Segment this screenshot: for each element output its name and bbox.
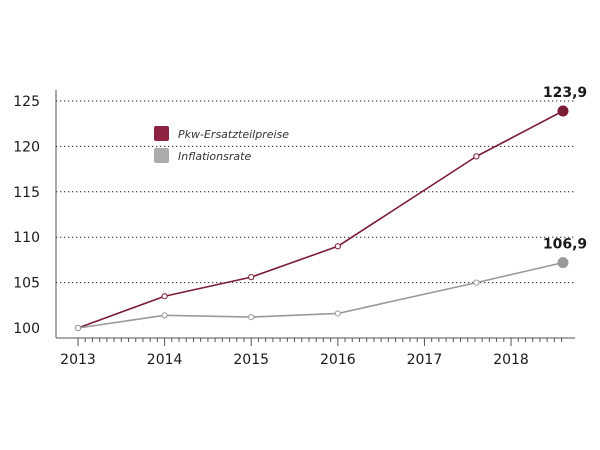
data-point xyxy=(248,314,255,321)
data-point xyxy=(334,310,341,317)
data-point xyxy=(473,279,480,286)
y-tick-label: 105 xyxy=(13,276,40,292)
y-tick-label: 120 xyxy=(13,139,40,155)
y-tick-label: 125 xyxy=(13,94,40,110)
data-point xyxy=(74,324,82,332)
axes: 100 105 110 115 120 125 2013 2014 2015 2016 2017 20… xyxy=(13,90,575,368)
end-value-label: 106,9 xyxy=(543,237,587,253)
legend-label-pkw-ersatzteilpreise: Pkw-Ersatzteilpreise xyxy=(178,128,289,141)
data-point xyxy=(473,153,480,160)
data-point xyxy=(161,312,168,319)
legend-label-inflationsrate: Inflationsrate xyxy=(178,150,251,163)
data-point xyxy=(161,293,168,300)
series-line-pkw-ersatzteilpreise xyxy=(77,110,564,329)
series-line-inflationsrate xyxy=(77,261,564,329)
series-inflationsrate: 106,9 xyxy=(74,237,587,332)
series-end-marker xyxy=(557,257,569,269)
series-pkw-ersatzteilpreise: 123,9 xyxy=(74,85,587,332)
y-tick-label: 100 xyxy=(13,321,40,337)
x-tick-label: 2015 xyxy=(233,352,269,368)
series-end-marker xyxy=(557,105,569,117)
x-tick-label: 2013 xyxy=(60,352,96,368)
legend-swatch-inflationsrate xyxy=(154,148,169,163)
y-tick-label: 110 xyxy=(13,230,40,246)
legend: Pkw-Ersatzteilpreise Inflationsrate xyxy=(154,126,289,163)
gridlines xyxy=(56,100,575,284)
x-tick-label: 2018 xyxy=(493,352,529,368)
legend-swatch-pkw-ersatzteilpreise xyxy=(154,126,169,141)
y-tick-label: 115 xyxy=(13,185,40,201)
data-point xyxy=(334,243,341,250)
series: 123,9 106,9 xyxy=(74,85,587,332)
x-tick-label: 2014 xyxy=(147,352,183,368)
x-tick-label: 2017 xyxy=(407,352,443,368)
end-value-label: 123,9 xyxy=(543,85,587,101)
x-tick-label: 2016 xyxy=(320,352,356,368)
data-point xyxy=(248,274,255,281)
